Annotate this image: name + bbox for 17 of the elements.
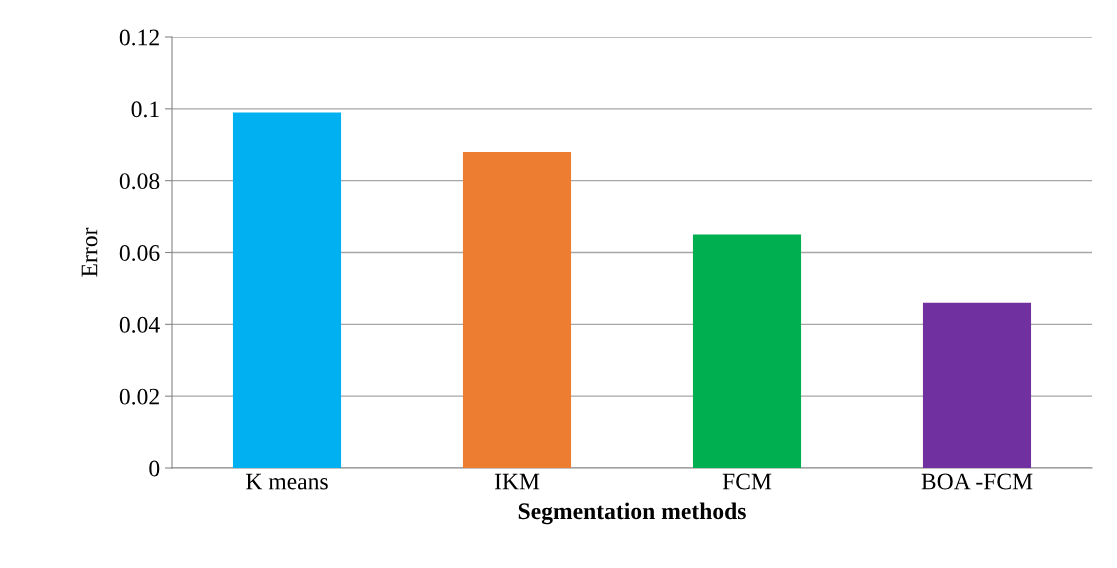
y-tick-label: 0.1 [131, 101, 159, 118]
y-tick-label: 0.04 [119, 316, 160, 333]
bar [462, 151, 572, 468]
bar [922, 302, 1032, 468]
y-tick-label: 0.06 [119, 244, 160, 262]
y-axis-title: Error [81, 227, 98, 277]
y-tick-label: 0.12 [119, 29, 159, 46]
x-tick-label: BOA -FCM [921, 473, 1033, 490]
y-tick-label: 0 [149, 460, 160, 477]
x-tick-label: IKM [494, 473, 540, 490]
x-axis-title: Segmentation methods [518, 502, 746, 525]
y-tick-label: 0.02 [119, 388, 159, 405]
x-tick-label: K means [246, 473, 328, 490]
x-tick-label: FCM [722, 473, 772, 490]
y-tick-label: 0.08 [119, 173, 160, 190]
bar [692, 234, 802, 468]
bar [232, 112, 342, 468]
